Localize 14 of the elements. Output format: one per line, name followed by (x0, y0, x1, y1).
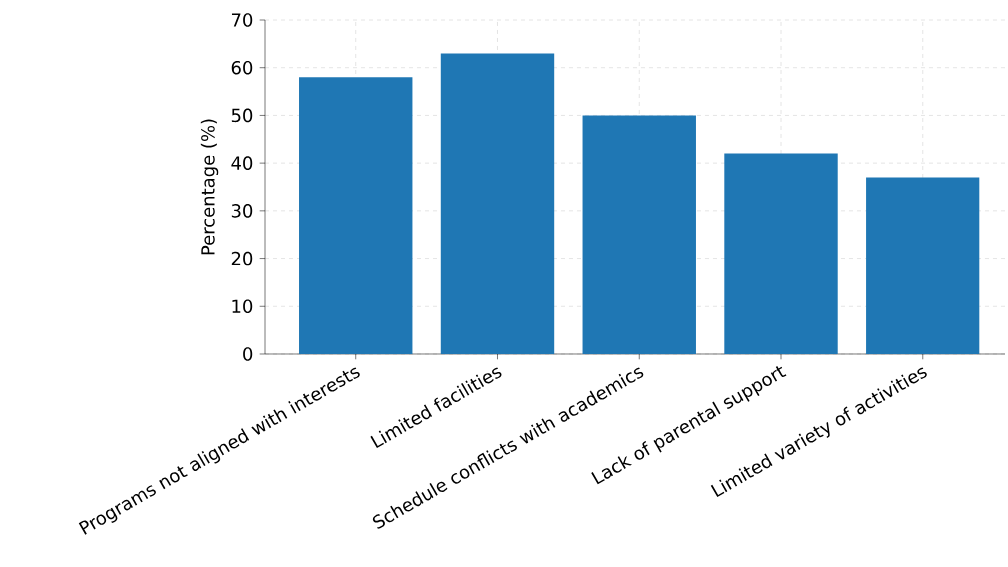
y-tick-label: 40 (231, 156, 253, 170)
y-tick-label: 60 (231, 60, 253, 75)
bar (582, 115, 696, 354)
y-tick-label: 10 (232, 299, 253, 314)
y-tick-label: 70 (231, 13, 253, 27)
y-tick-label: 50 (231, 108, 253, 123)
bar (440, 53, 555, 354)
bar (299, 77, 413, 354)
y-axis-title: Percentage (%) (200, 119, 219, 255)
y-tick-label: 30 (231, 204, 253, 218)
bar (866, 177, 980, 354)
y-tick-label: 20 (231, 251, 253, 266)
bar (724, 153, 838, 354)
y-tick-label: 0 (243, 347, 253, 361)
